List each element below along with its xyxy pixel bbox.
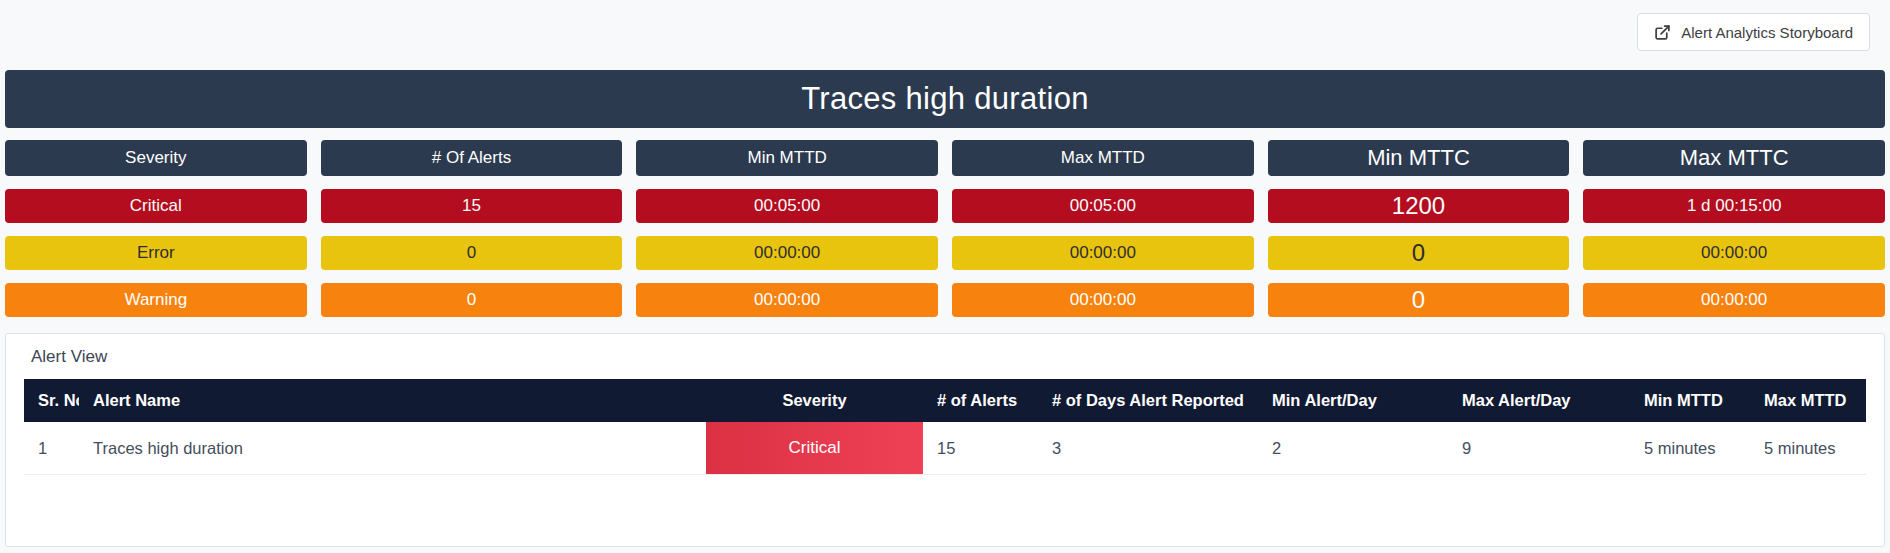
cell-max-mttd: 5 minutes (1750, 422, 1866, 475)
alert-table-row[interactable]: 1 Traces high duration Critical 15 3 2 9… (24, 422, 1866, 475)
error-min-mttc: 0 (1268, 236, 1570, 270)
critical-severity-cell: Critical (5, 189, 307, 223)
dashboard: Alert Analytics Storyboard Traces high d… (0, 0, 1890, 547)
cell-days-reported: 3 (1038, 422, 1258, 475)
col-num-alerts: # of Alerts (923, 379, 1038, 422)
severity-badge: Critical (706, 422, 923, 474)
col-max-alert-day: Max Alert/Day (1448, 379, 1630, 422)
alert-analytics-storyboard-button[interactable]: Alert Analytics Storyboard (1637, 13, 1870, 51)
col-max-mttd: Max MTTD (1750, 379, 1866, 422)
top-bar: Alert Analytics Storyboard (5, 0, 1885, 70)
error-severity-cell: Error (5, 236, 307, 270)
critical-num-alerts: 15 (321, 189, 623, 223)
col-min-alert-day: Min Alert/Day (1258, 379, 1448, 422)
panel-title-bar: Traces high duration (5, 70, 1885, 128)
summary-header-num-alerts: # Of Alerts (321, 140, 623, 176)
col-sr-no: Sr. No (24, 379, 79, 422)
critical-min-mttd: 00:05:00 (636, 189, 938, 223)
alert-table-header: Sr. No Alert Name Severity # of Alerts #… (24, 379, 1866, 422)
cell-severity: Critical (706, 422, 923, 475)
severity-summary-grid: Severity # Of Alerts Min MTTD Max MTTD M… (5, 140, 1885, 317)
alert-view-panel: Alert View Sr. No Alert Name Severity # … (5, 333, 1885, 547)
warning-num-alerts: 0 (321, 283, 623, 317)
warning-severity-cell: Warning (5, 283, 307, 317)
summary-header-max-mttc: Max MTTC (1583, 140, 1885, 176)
critical-min-mttc: 1200 (1268, 189, 1570, 223)
cell-min-mttd: 5 minutes (1630, 422, 1750, 475)
col-days-reported: # of Days Alert Reported (1038, 379, 1258, 422)
warning-min-mttd: 00:00:00 (636, 283, 938, 317)
error-max-mttc: 00:00:00 (1583, 236, 1885, 270)
critical-max-mttc: 1 d 00:15:00 (1583, 189, 1885, 223)
cell-sr-no: 1 (24, 422, 79, 475)
warning-max-mttd: 00:00:00 (952, 283, 1254, 317)
error-min-mttd: 00:00:00 (636, 236, 938, 270)
warning-max-mttc: 00:00:00 (1583, 283, 1885, 317)
summary-header-severity: Severity (5, 140, 307, 176)
critical-max-mttd: 00:05:00 (952, 189, 1254, 223)
page-title: Traces high duration (801, 81, 1088, 117)
warning-min-mttc: 0 (1268, 283, 1570, 317)
col-alert-name: Alert Name (79, 379, 706, 422)
external-link-icon (1654, 24, 1671, 41)
error-num-alerts: 0 (321, 236, 623, 270)
col-min-mttd: Min MTTD (1630, 379, 1750, 422)
storyboard-button-label: Alert Analytics Storyboard (1681, 24, 1853, 41)
summary-header-min-mttc: Min MTTC (1268, 140, 1570, 176)
cell-num-alerts: 15 (923, 422, 1038, 475)
alert-table: Sr. No Alert Name Severity # of Alerts #… (24, 379, 1866, 475)
summary-header-max-mttd: Max MTTD (952, 140, 1254, 176)
cell-alert-name: Traces high duration (79, 422, 706, 475)
col-severity: Severity (706, 379, 923, 422)
summary-header-min-mttd: Min MTTD (636, 140, 938, 176)
alert-view-title: Alert View (6, 334, 1884, 367)
error-max-mttd: 00:00:00 (952, 236, 1254, 270)
cell-min-alert-day: 2 (1258, 422, 1448, 475)
cell-max-alert-day: 9 (1448, 422, 1630, 475)
